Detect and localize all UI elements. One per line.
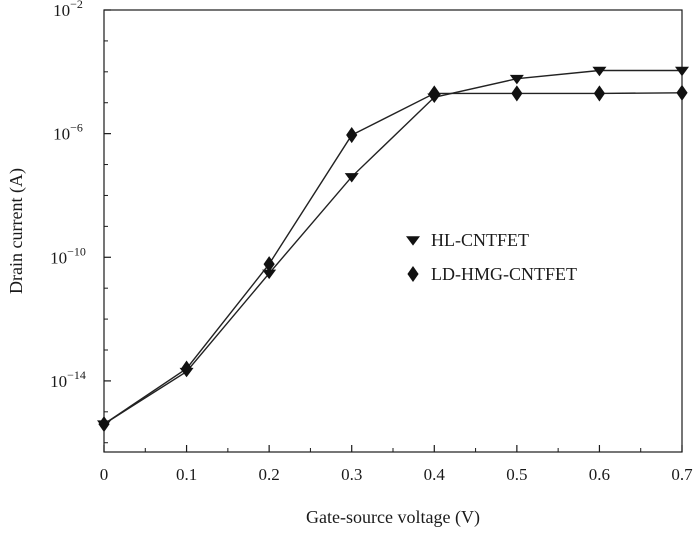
legend-label: LD-HMG-CNTFET	[431, 264, 577, 284]
x-tick-label: 0	[100, 465, 109, 484]
y-tick-exponent: −14	[67, 368, 86, 382]
x-tick-label: 0.5	[506, 465, 527, 484]
data-point	[263, 256, 275, 273]
data-point	[180, 360, 193, 377]
x-tick-label: 0.4	[424, 465, 446, 484]
plot-frame	[103, 9, 683, 453]
legend-marker	[407, 265, 419, 283]
data-point	[262, 269, 277, 280]
legend-marker	[406, 236, 420, 246]
y-tick-base: 10	[53, 1, 70, 20]
y-tick-base: 10	[50, 372, 67, 391]
data-point	[346, 127, 358, 144]
y-tick-exponent: −10	[67, 244, 86, 258]
data-point	[675, 66, 689, 77]
series-layer	[97, 66, 689, 433]
data-point	[676, 84, 688, 101]
x-tick-label: 0.3	[341, 465, 362, 484]
y-axis-label: Drain current (A)	[6, 168, 27, 294]
data-point	[509, 74, 524, 85]
x-axis-ticks: 0 0.1 0.2 0.3 0.4 0.5 0.6 0.7	[100, 445, 693, 484]
x-tick-label: 0.6	[589, 465, 610, 484]
series-LD-HMG-CNTFET	[98, 84, 688, 433]
x-tick-label: 0.7	[671, 465, 693, 484]
y-tick-exponent: −6	[70, 121, 83, 135]
y-tick-exponent: −2	[70, 0, 83, 11]
data-point	[428, 85, 440, 102]
legend-label: HL-CNTFET	[431, 230, 529, 250]
series-line	[103, 92, 683, 425]
data-point	[593, 85, 606, 102]
x-tick-label: 0.1	[176, 465, 197, 484]
series-line	[103, 69, 682, 425]
data-point	[511, 85, 523, 102]
y-tick-label: 10−10	[50, 244, 86, 267]
x-tick-label: 0.2	[259, 465, 280, 484]
y-tick-label: 10−6	[53, 121, 83, 144]
legend: HL-CNTFET LD-HMG-CNTFET	[406, 230, 577, 284]
y-tick-base: 10	[53, 125, 70, 144]
data-point	[98, 416, 110, 433]
y-tick-base: 10	[50, 248, 67, 267]
y-tick-label: 10−14	[50, 368, 86, 391]
data-point	[344, 173, 359, 183]
x-axis-label: Gate-source voltage (V)	[306, 507, 480, 528]
data-point	[592, 66, 607, 77]
y-tick-label: 10−2	[53, 0, 83, 20]
